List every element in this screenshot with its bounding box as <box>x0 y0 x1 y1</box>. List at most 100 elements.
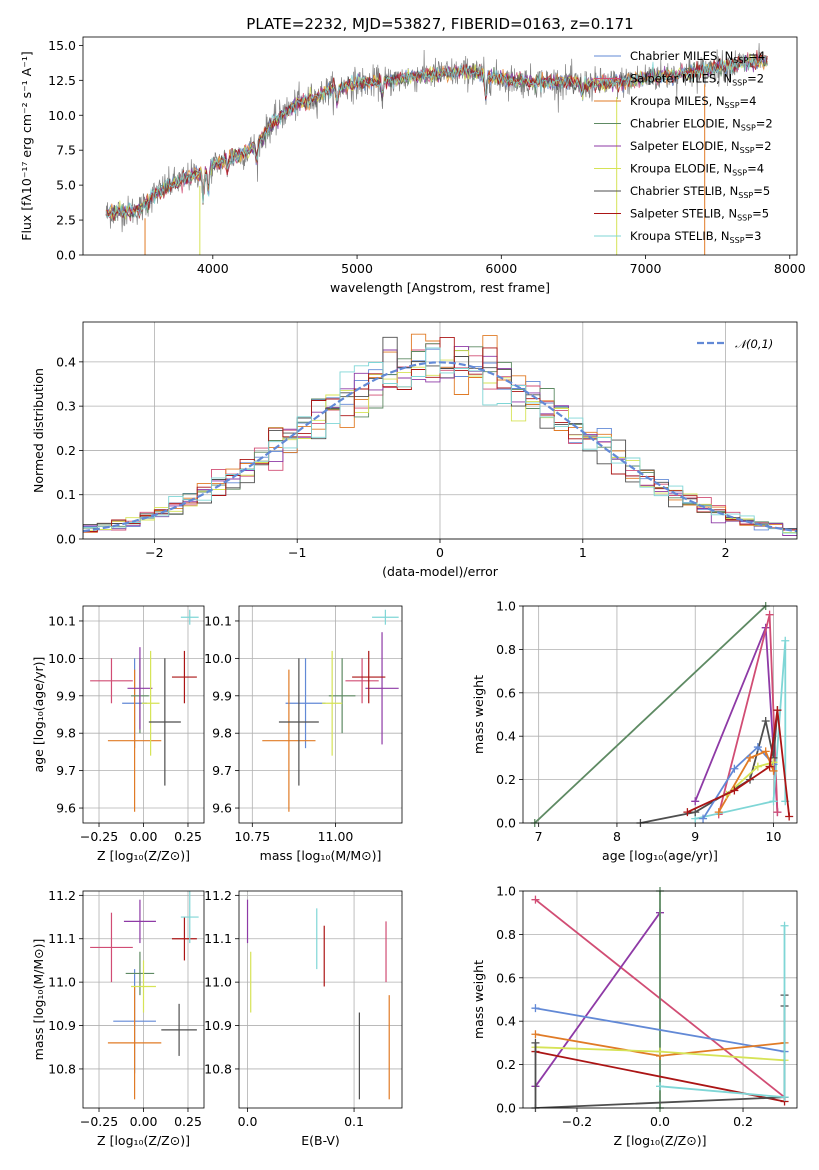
x-tick-label: 7 <box>535 829 543 844</box>
legend: Chabrier MILES, NSSP=4 Salpeter MILES, NS… <box>594 49 773 245</box>
y-tick-label: 0.0 <box>496 816 516 831</box>
weight-series <box>656 921 789 1102</box>
x-axis-label: Z [log₁₀(Z/Z⊙)] <box>614 1133 707 1148</box>
x-tick-label: 10 <box>766 829 782 844</box>
legend-entry: Kroupa ELODIE, NSSP=4 <box>630 162 764 178</box>
axes-frame <box>522 605 798 824</box>
y-tick-label: 10.0 <box>48 651 76 666</box>
y-tick-label: 5.0 <box>56 178 76 193</box>
error-bar-point <box>365 632 399 745</box>
x-axis-label: Z [log₁₀(Z/Z⊙)] <box>97 1133 190 1148</box>
error-bar-point <box>180 609 199 625</box>
y-axis-label: Flux [fλ10⁻¹⁷ erg cm⁻² s⁻¹ A⁻¹] <box>19 51 34 240</box>
plus-marker <box>730 786 739 795</box>
error-bar-point <box>171 650 197 704</box>
x-tick-label: 0.25 <box>174 1114 202 1129</box>
plus-marker <box>683 808 692 817</box>
weight-series <box>656 887 664 1112</box>
y-axis-label: Normed distribution <box>31 368 46 493</box>
x-tick-label: −2 <box>145 545 163 560</box>
y-tick-label: 10.0 <box>204 651 232 666</box>
error-bar-point <box>171 917 197 961</box>
y-tick-label: 0.6 <box>496 970 516 985</box>
x-tick-label: 0.0 <box>238 1114 258 1129</box>
error-bar-point <box>148 658 181 786</box>
y-tick-label: 9.9 <box>212 688 232 703</box>
y-tick-label: 11.0 <box>204 975 232 990</box>
x-tick-label: 0.25 <box>174 829 202 844</box>
y-tick-label: 10.9 <box>204 1018 232 1033</box>
y-tick-label: 1.0 <box>496 599 516 614</box>
plus-marker <box>773 706 782 715</box>
y-tick-label: 11.0 <box>48 975 76 990</box>
y-tick-label: 10.0 <box>48 108 76 123</box>
weight-series <box>683 706 794 821</box>
x-tick-label: 8 <box>613 829 621 844</box>
plus-marker <box>531 895 540 904</box>
y-tick-label: 9.7 <box>56 763 76 778</box>
y-tick-label: 10.1 <box>48 613 76 628</box>
error-bar-point <box>141 650 160 756</box>
legend-entry: 𝒩(0,1) <box>735 337 773 351</box>
y-tick-label: 0.2 <box>56 443 76 458</box>
x-tick-label: 0.00 <box>130 829 158 844</box>
x-tick-label: 5000 <box>341 261 373 276</box>
legend-entry: Chabrier STELIB, NSSP=5 <box>630 184 770 200</box>
y-axis-label: mass [log₁₀(M/M⊙)] <box>31 939 46 1061</box>
x-tick-label: 1 <box>579 545 587 560</box>
plus-marker <box>769 766 778 775</box>
y-tick-label: 0.2 <box>496 772 516 787</box>
y-tick-label: 9.6 <box>212 801 232 816</box>
x-tick-label: 4000 <box>197 261 229 276</box>
error-bar-point <box>285 658 326 749</box>
plus-marker <box>765 610 774 619</box>
error-bar-point <box>107 669 162 812</box>
panel-3: 10.75 11.00 9.6 9.7 9.8 9.9 10.0 10.1 mass [log₁… <box>204 605 403 863</box>
x-axis-label: age [log₁₀(age/yr)] <box>602 848 718 863</box>
plus-marker <box>780 921 789 930</box>
y-tick-label: 10.8 <box>48 1061 76 1076</box>
plus-marker <box>761 747 770 756</box>
plus-marker <box>691 797 700 806</box>
plus-marker <box>765 762 774 771</box>
y-tick-label: 10.1 <box>204 613 232 628</box>
y-tick-label: 10.8 <box>204 1061 232 1076</box>
plus-marker <box>780 1093 789 1102</box>
axes-frame <box>522 890 798 1109</box>
y-tick-label: 0.8 <box>496 642 516 657</box>
legend-entry: Kroupa MILES, NSSP=4 <box>630 94 756 110</box>
axes-frame <box>82 321 798 540</box>
plus-marker <box>656 1047 664 1056</box>
y-tick-label: 9.9 <box>56 688 76 703</box>
x-axis-label: mass [log₁₀(M/M⊙)] <box>260 848 382 863</box>
y-tick-label: 0.6 <box>496 685 516 700</box>
error-bar-point <box>127 647 153 730</box>
plus-marker <box>656 1082 664 1091</box>
panel-1: −2 −1 0 1 2 0.0 0.1 0.2 0.3 0.4 (data-model)/error… <box>31 321 798 579</box>
error-bar-point <box>125 951 155 996</box>
weight-line <box>534 912 661 1087</box>
model-spectrum-line <box>105 55 768 219</box>
y-tick-label: 0.0 <box>56 248 76 263</box>
y-tick-label: 0.0 <box>496 1101 516 1116</box>
y-tick-label: 0.4 <box>496 1014 516 1029</box>
legend-entry: Kroupa STELIB, NSSP=3 <box>630 229 761 245</box>
x-tick-label: 6000 <box>485 261 517 276</box>
x-axis-label: wavelength [Angstrom, rest frame] <box>330 280 550 295</box>
y-tick-label: 0.4 <box>496 729 516 744</box>
weight-series <box>531 908 664 1091</box>
panel-5: −0.25 0.00 0.25 10.8 10.9 11.0 11.1 11.2 Z [log₁… <box>31 888 205 1148</box>
y-tick-label: 0.0 <box>56 532 76 547</box>
legend-entry: Chabrier MILES, NSSP=4 <box>630 49 765 65</box>
plus-marker <box>730 764 739 773</box>
y-tick-label: 9.8 <box>212 726 232 741</box>
error-bar-point <box>90 658 133 704</box>
error-bar-point <box>278 658 319 786</box>
plus-marker <box>531 1004 540 1013</box>
x-tick-label: −0.25 <box>80 829 118 844</box>
plus-marker <box>531 1038 540 1047</box>
y-tick-label: 7.5 <box>56 143 76 158</box>
x-tick-label: 0 <box>436 545 444 560</box>
error-bar-point <box>180 891 199 944</box>
